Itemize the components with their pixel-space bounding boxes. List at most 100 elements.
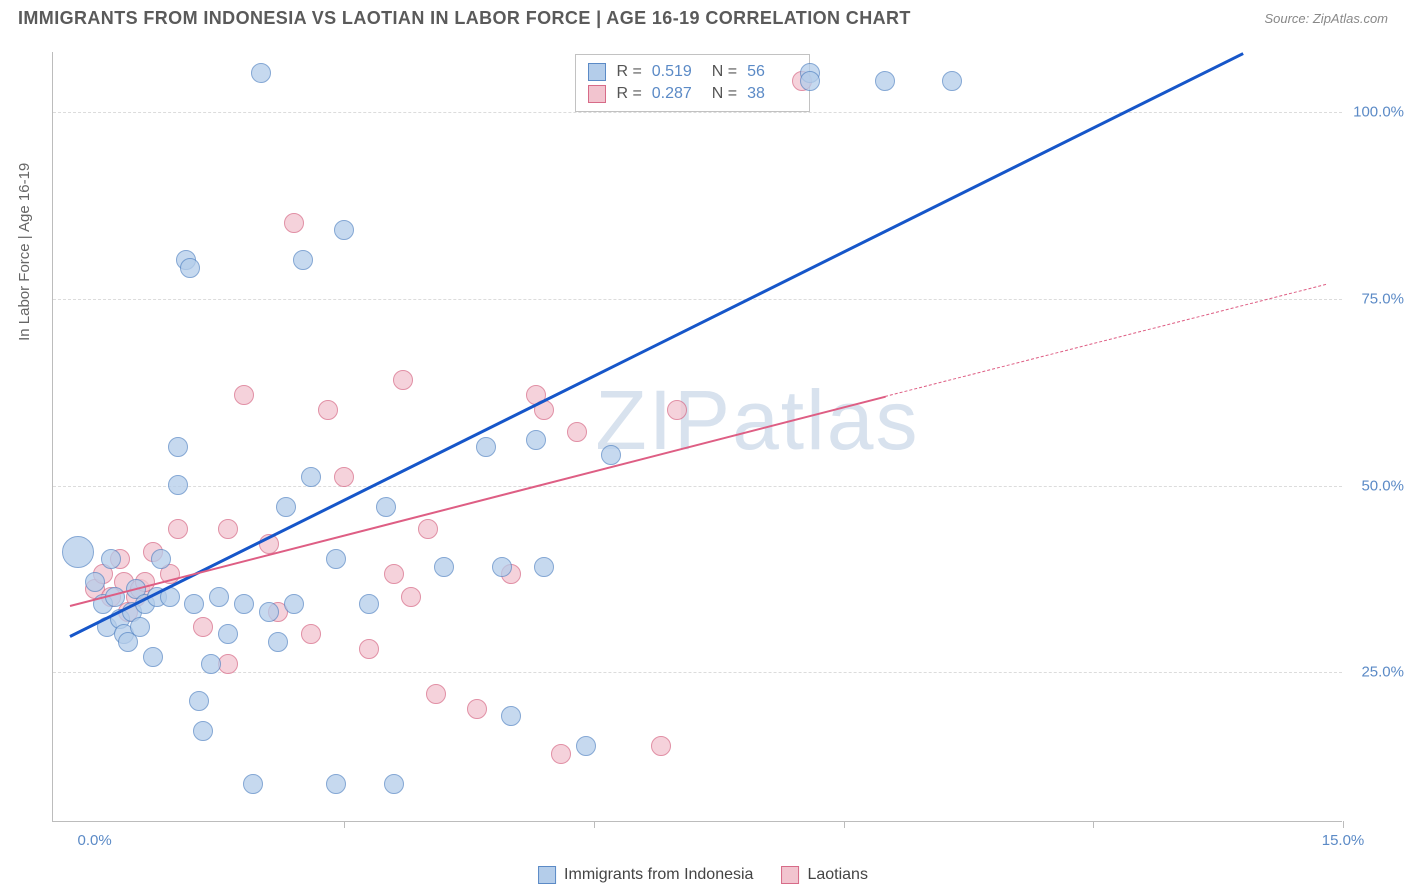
- series1-point: [234, 594, 254, 614]
- series1-point: [800, 71, 820, 91]
- r-value: 0.287: [652, 85, 702, 103]
- r-label: R =: [616, 85, 641, 103]
- trendline-series1: [69, 52, 1244, 638]
- series1-point: [184, 594, 204, 614]
- series1-point: [376, 497, 396, 517]
- series1-point: [201, 654, 221, 674]
- n-label: N =: [712, 85, 737, 103]
- series1-point: [942, 71, 962, 91]
- x-tick-mark: [844, 821, 845, 828]
- series2-point: [234, 385, 254, 405]
- trendline-series2: [69, 396, 885, 607]
- series2-point: [393, 370, 413, 390]
- x-tick-label: 15.0%: [1322, 832, 1365, 849]
- n-value: 56: [747, 63, 797, 81]
- series1-point: [276, 497, 296, 517]
- series2-point: [168, 519, 188, 539]
- n-label: N =: [712, 63, 737, 81]
- stats-legend-row: R = 0.287 N = 38: [588, 83, 797, 105]
- x-tick-mark: [1343, 821, 1344, 828]
- series-legend: Immigrants from Indonesia Laotians: [538, 866, 868, 884]
- series2-point: [426, 684, 446, 704]
- series1-point: [875, 71, 895, 91]
- series2-point: [384, 564, 404, 584]
- series2-point: [467, 699, 487, 719]
- gridline: [53, 299, 1342, 300]
- r-label: R =: [616, 63, 641, 81]
- stats-legend-box: R = 0.519 N = 56 R = 0.287 N = 38: [575, 54, 810, 112]
- series2-point: [334, 467, 354, 487]
- series1-point: [209, 587, 229, 607]
- gridline: [53, 672, 1342, 673]
- series2-point: [301, 624, 321, 644]
- series1-point: [326, 549, 346, 569]
- source-attribution: Source: ZipAtlas.com: [1264, 11, 1388, 26]
- trendline-series2: [885, 284, 1326, 397]
- stats-legend-row: R = 0.519 N = 56: [588, 61, 797, 83]
- series1-point: [101, 549, 121, 569]
- scatter-chart: ZIPatlas R =0.519N =56R =0.287N =38 25.0…: [52, 52, 1342, 822]
- series2-point: [401, 587, 421, 607]
- n-value: 38: [747, 85, 797, 103]
- series1-point: [384, 774, 404, 794]
- legend-swatch: [781, 866, 799, 884]
- series1-point: [534, 557, 554, 577]
- series1-point: [180, 258, 200, 278]
- series2-point: [359, 639, 379, 659]
- series2-point: [567, 422, 587, 442]
- y-tick-label: 100.0%: [1353, 103, 1404, 120]
- series2-point: [651, 736, 671, 756]
- series1-point: [301, 467, 321, 487]
- series1-point: [284, 594, 304, 614]
- legend-label: Immigrants from Indonesia: [564, 866, 753, 884]
- x-tick-label: 0.0%: [78, 832, 112, 849]
- series1-point: [168, 475, 188, 495]
- x-tick-mark: [344, 821, 345, 828]
- series1-point: [326, 774, 346, 794]
- series1-point: [130, 617, 150, 637]
- series1-point: [168, 437, 188, 457]
- series1-point: [193, 721, 213, 741]
- series1-point: [151, 549, 171, 569]
- series2-point: [218, 519, 238, 539]
- y-tick-label: 50.0%: [1361, 477, 1404, 494]
- x-tick-mark: [1093, 821, 1094, 828]
- series1-point: [218, 624, 238, 644]
- series2-point: [667, 400, 687, 420]
- series1-point: [251, 63, 271, 83]
- series2-point: [418, 519, 438, 539]
- r-value: 0.519: [652, 63, 702, 81]
- series2-point: [284, 213, 304, 233]
- x-tick-mark: [594, 821, 595, 828]
- legend-swatch: [588, 85, 606, 103]
- series1-point: [359, 594, 379, 614]
- series1-point: [601, 445, 621, 465]
- y-tick-label: 75.0%: [1361, 290, 1404, 307]
- series1-point: [243, 774, 263, 794]
- watermark-text: ZIPatlas: [595, 372, 919, 469]
- legend-label: Laotians: [807, 866, 868, 884]
- legend-swatch: [588, 63, 606, 81]
- legend-swatch: [538, 866, 556, 884]
- series1-point: [189, 691, 209, 711]
- series1-point: [434, 557, 454, 577]
- series1-point: [492, 557, 512, 577]
- legend-item: Laotians: [781, 866, 868, 884]
- series1-point: [85, 572, 105, 592]
- series1-point: [501, 706, 521, 726]
- series2-point: [193, 617, 213, 637]
- series1-point: [259, 602, 279, 622]
- legend-item: Immigrants from Indonesia: [538, 866, 753, 884]
- series1-point: [476, 437, 496, 457]
- y-axis-label: In Labor Force | Age 16-19: [16, 163, 33, 341]
- series1-point: [576, 736, 596, 756]
- series1-point: [526, 430, 546, 450]
- y-tick-label: 25.0%: [1361, 664, 1404, 681]
- series1-point: [293, 250, 313, 270]
- chart-title: IMMIGRANTS FROM INDONESIA VS LAOTIAN IN …: [18, 8, 911, 29]
- series1-point: [334, 220, 354, 240]
- series2-point: [318, 400, 338, 420]
- series1-point: [143, 647, 163, 667]
- series1-point: [62, 536, 94, 568]
- series1-point: [268, 632, 288, 652]
